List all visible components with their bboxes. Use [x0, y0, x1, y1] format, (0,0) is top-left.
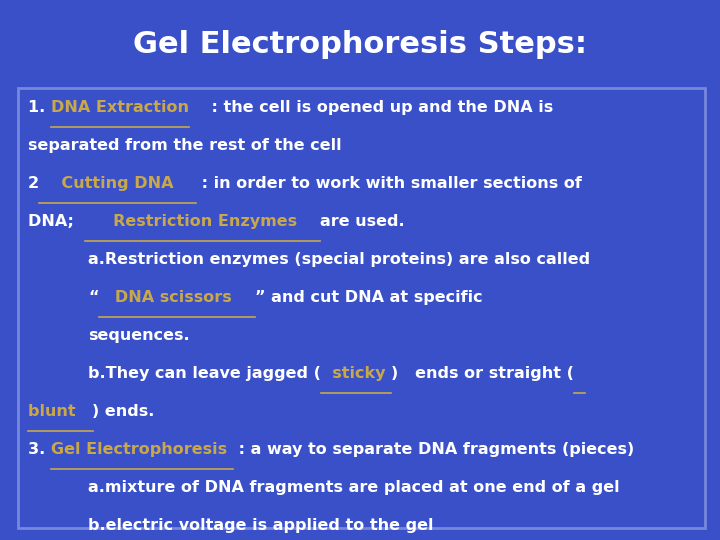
Text: DNA;: DNA;	[28, 214, 85, 229]
Text: separated from the rest of the cell: separated from the rest of the cell	[28, 138, 341, 153]
Text: 1.: 1.	[28, 100, 51, 115]
Text: sticky: sticky	[321, 366, 391, 381]
Text: Gel Electrophoresis: Gel Electrophoresis	[51, 442, 233, 457]
Text: are used.: are used.	[320, 214, 405, 229]
Text: ) ends.: ) ends.	[92, 404, 155, 419]
Text: : the cell is opened up and the DNA is: : the cell is opened up and the DNA is	[189, 100, 553, 115]
Text: blunt: blunt	[28, 404, 92, 419]
Text: b.They can leave jagged (: b.They can leave jagged (	[88, 366, 321, 381]
Text: : in order to work with smaller sections of: : in order to work with smaller sections…	[196, 176, 582, 191]
Text: “: “	[88, 290, 99, 305]
Text: 3.: 3.	[28, 442, 51, 457]
Text: Gel Electrophoresis Steps:: Gel Electrophoresis Steps:	[133, 30, 587, 59]
Bar	[18, 88, 705, 528]
Text: : a way to separate DNA fragments (pieces): : a way to separate DNA fragments (piece…	[233, 442, 634, 457]
Text: a.Restriction enzymes (special proteins) are also called: a.Restriction enzymes (special proteins)…	[88, 252, 590, 267]
Text: DNA scissors: DNA scissors	[99, 290, 255, 305]
Text: ” and cut DNA at specific: ” and cut DNA at specific	[255, 290, 482, 305]
Text: b.electric voltage is applied to the gel: b.electric voltage is applied to the gel	[88, 518, 433, 533]
Text: a.mixture of DNA fragments are placed at one end of a gel: a.mixture of DNA fragments are placed at…	[88, 480, 620, 495]
Text: Restriction Enzymes: Restriction Enzymes	[85, 214, 320, 229]
Text: DNA Extraction: DNA Extraction	[51, 100, 189, 115]
Text: sequences.: sequences.	[88, 328, 189, 343]
Text: 2: 2	[28, 176, 39, 191]
Text: Cutting DNA: Cutting DNA	[39, 176, 196, 191]
Text: )   ends or straight (: ) ends or straight (	[391, 366, 574, 381]
